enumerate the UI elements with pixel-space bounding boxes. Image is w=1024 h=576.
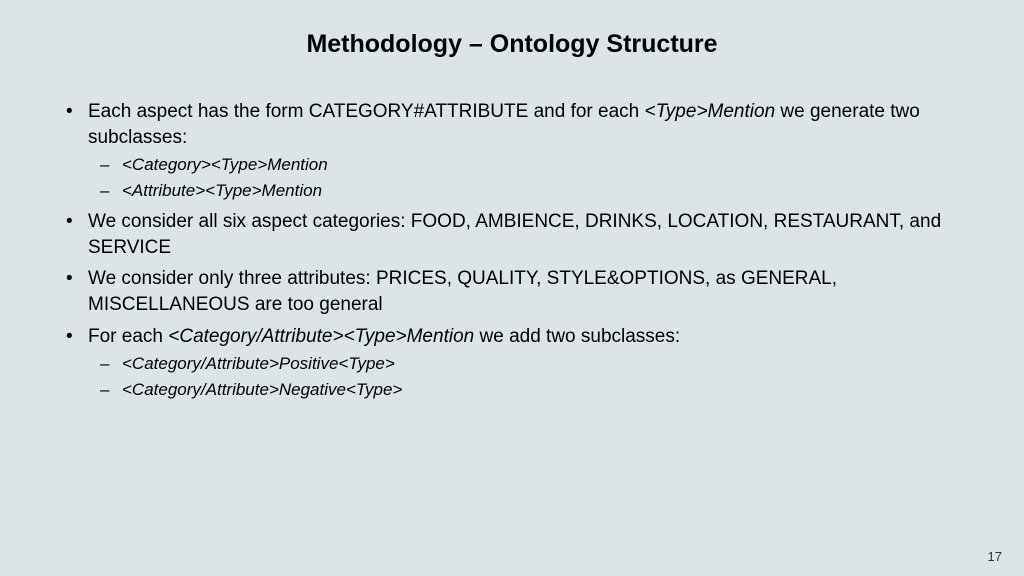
bullet-item: We consider all six aspect categories: F… xyxy=(60,209,984,260)
bullet-text: We consider only three attributes: PRICE… xyxy=(88,268,837,315)
sub-bullet-item: <Category/Attribute>Positive<Type> xyxy=(88,353,984,376)
bullet-item: For each <Category/Attribute><Type>Menti… xyxy=(60,324,984,403)
bullet-item: Each aspect has the form CATEGORY#ATTRIB… xyxy=(60,99,984,203)
slide-content: Each aspect has the form CATEGORY#ATTRIB… xyxy=(40,99,984,402)
sub-bullet-text: <Category/Attribute>Negative<Type> xyxy=(122,380,402,399)
bullet-text-italic: <Category/Attribute><Type>Mention xyxy=(168,326,474,347)
page-number: 17 xyxy=(988,549,1002,564)
bullet-text: we add two subclasses: xyxy=(474,326,680,347)
bullet-text: For each xyxy=(88,326,168,347)
sub-bullet-list: <Category/Attribute>Positive<Type> <Cate… xyxy=(88,353,984,402)
bullet-text-italic: <Type>Mention xyxy=(645,101,776,122)
sub-bullet-text: <Category/Attribute>Positive<Type> xyxy=(122,354,395,373)
bullet-item: We consider only three attributes: PRICE… xyxy=(60,266,984,317)
sub-bullet-item: <Attribute><Type>Mention xyxy=(88,180,984,203)
sub-bullet-text: <Attribute><Type>Mention xyxy=(122,181,322,200)
bullet-text: We consider all six aspect categories: F… xyxy=(88,211,941,258)
bullet-text: Each aspect has the form CATEGORY#ATTRIB… xyxy=(88,101,645,122)
sub-bullet-item: <Category><Type>Mention xyxy=(88,154,984,177)
slide: Methodology – Ontology Structure Each as… xyxy=(0,0,1024,576)
sub-bullet-list: <Category><Type>Mention <Attribute><Type… xyxy=(88,154,984,203)
sub-bullet-text: <Category><Type>Mention xyxy=(122,155,328,174)
sub-bullet-item: <Category/Attribute>Negative<Type> xyxy=(88,379,984,402)
bullet-list: Each aspect has the form CATEGORY#ATTRIB… xyxy=(60,99,984,402)
slide-title: Methodology – Ontology Structure xyxy=(40,30,984,59)
